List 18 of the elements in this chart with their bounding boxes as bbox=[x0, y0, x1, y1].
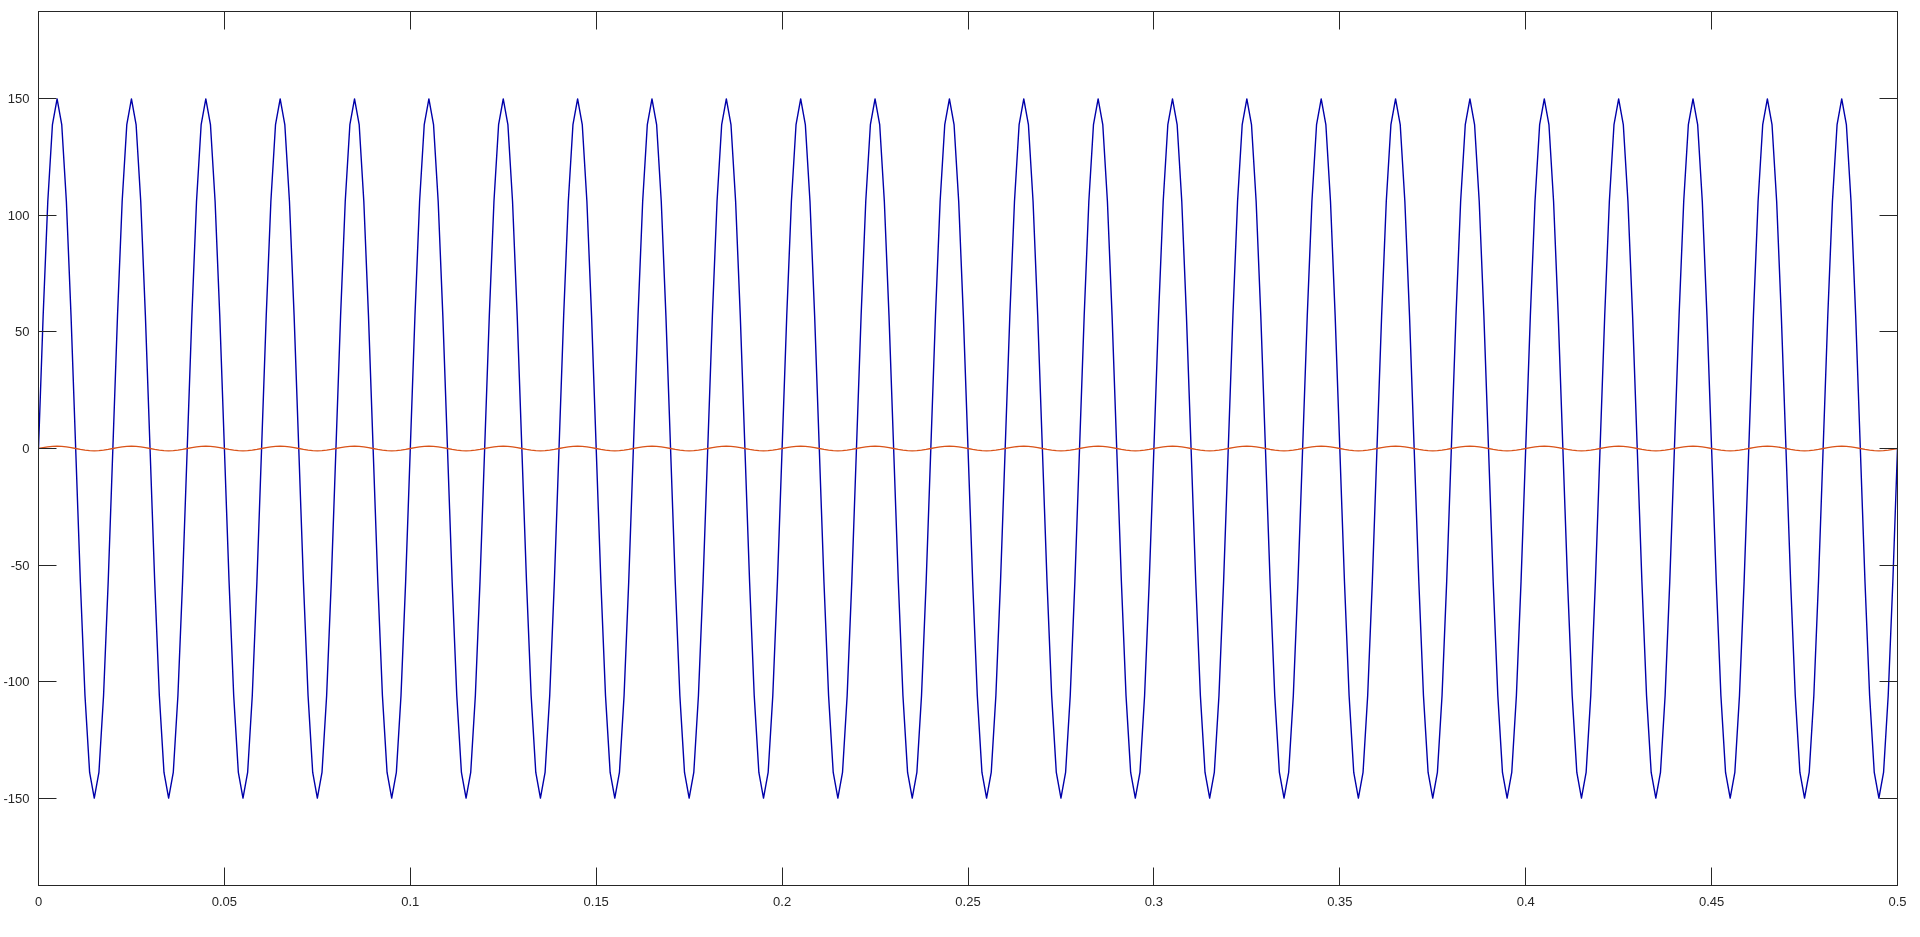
x-tick-label: 0.2 bbox=[773, 893, 792, 909]
x-tick-label: 0.5 bbox=[1888, 893, 1907, 909]
y-tick-label: 100 bbox=[7, 207, 30, 223]
x-tick-label: 0.15 bbox=[583, 893, 609, 909]
x-tick-label: 0.25 bbox=[955, 893, 981, 909]
x-tick-label: 0.3 bbox=[1144, 893, 1163, 909]
y-tick-label: 150 bbox=[7, 91, 30, 107]
y-tick-label: -150 bbox=[3, 790, 30, 806]
x-tick-label: 0.45 bbox=[1698, 893, 1725, 909]
x-tick-label: 0.1 bbox=[401, 893, 420, 909]
y-tick-label: -100 bbox=[3, 674, 30, 690]
x-tick-label: 0.4 bbox=[1516, 893, 1535, 909]
x-tick-label: 0 bbox=[34, 893, 43, 909]
x-tick-label: 0.05 bbox=[211, 893, 238, 909]
y-tick-label: 50 bbox=[15, 324, 30, 340]
y-tick-label: -50 bbox=[10, 557, 30, 573]
x-tick-label: 0.35 bbox=[1327, 893, 1353, 909]
y-tick-label: 0 bbox=[22, 441, 30, 456]
